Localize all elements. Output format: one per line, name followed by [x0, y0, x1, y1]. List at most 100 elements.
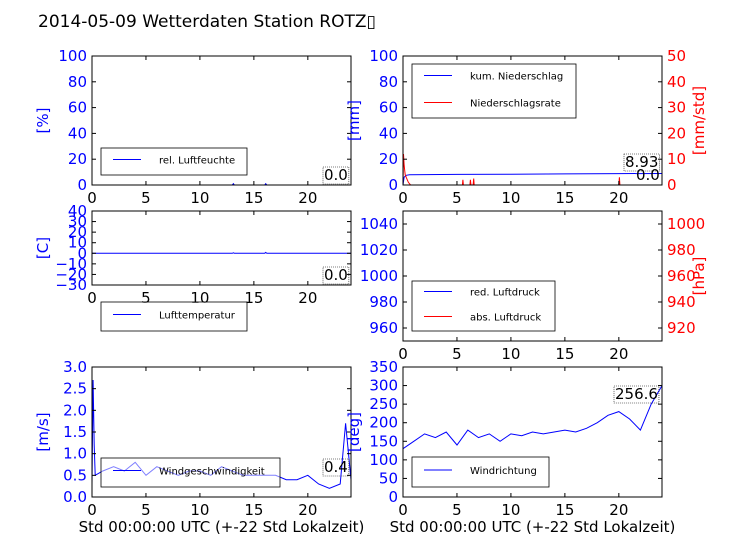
x-tick-label: 20 [298, 189, 317, 207]
y-tick-label: 100 [58, 47, 87, 65]
x-tick-label: 5 [452, 345, 462, 363]
y-right-tick-label: 40 [667, 73, 686, 91]
value-label-box [322, 458, 350, 477]
y-tick-label: 0.0 [63, 488, 87, 506]
series-line-temperature-0 [92, 251, 351, 254]
legend-label: rel. Luftfeuchte [159, 156, 235, 167]
y-tick-label: 1000 [360, 267, 398, 285]
y-axis-label: [C] [34, 237, 52, 259]
x-tick-label: 15 [244, 289, 263, 307]
x-tick-label: 10 [501, 345, 520, 363]
y-axis-label: [mm] [345, 100, 363, 141]
x-tick-label: 5 [141, 501, 151, 519]
x-tick-label: 0 [87, 189, 97, 207]
legend-box [100, 301, 248, 332]
y-tick-label: 2.5 [63, 380, 87, 398]
legend-box [411, 280, 556, 332]
y-tick-label: 40 [68, 124, 87, 142]
value-label-box [623, 153, 660, 172]
y-right-tick-label: 960 [667, 267, 696, 285]
y-tick-label: 3.0 [63, 358, 87, 376]
x-tick-label: 20 [298, 501, 317, 519]
y-right-tick-label: 1000 [667, 215, 705, 233]
y-right-tick-label: 30 [667, 99, 686, 117]
axes-frame [91, 55, 352, 186]
y-right-tick-label: 980 [667, 241, 696, 259]
x-tick-label: 0 [87, 289, 97, 307]
y-tick-label: 0 [388, 176, 398, 194]
value-label-box [322, 166, 350, 185]
series-line-precip-0 [402, 173, 663, 186]
value-label-box [613, 385, 660, 404]
y-right-tick-label: 940 [667, 293, 696, 311]
x-tick-label: 10 [190, 501, 209, 519]
x-tick-label: 15 [244, 189, 263, 207]
panel-windspeed: 0 5 10 15 20 0.0 0.5 1.0 1.5 2.0 2.5 3.0 [m/s] Std 00… [34, 358, 364, 536]
y-tick-label: 60 [379, 99, 398, 117]
y-right-tick-label: 20 [667, 124, 686, 142]
y-axis-label: [deg] [345, 412, 363, 452]
legend-box [100, 457, 281, 488]
y-tick-label: 20 [379, 150, 398, 168]
value-label: 0.0 [324, 266, 348, 284]
x-tick-label: 5 [141, 189, 151, 207]
x-axis-label: Std 00:00:00 UTC (+-22 Std Lokalzeit) [390, 518, 676, 536]
axes-frame [402, 366, 663, 498]
y-tick-label: 30 [68, 213, 87, 231]
y-tick-label: 980 [369, 293, 398, 311]
legend-label: Lufttemperatur [159, 311, 236, 322]
x-tick-label: 15 [555, 501, 574, 519]
x-tick-label: 0 [398, 501, 408, 519]
x-tick-label: 15 [555, 345, 574, 363]
figure-title: 2014-05-09 Wetterdaten Station ROTZ▯ [38, 12, 376, 32]
panel-pressure: 0 5 10 15 20 960 980 1000 1020 1040 920 940 960 980 10… [360, 210, 708, 363]
y-tick-label: 80 [379, 73, 398, 91]
y-tick-label: −30 [55, 276, 87, 294]
legend-label: abs. Luftdruck [470, 313, 541, 324]
x-tick-label: 15 [244, 501, 263, 519]
y-tick-label: 350 [369, 358, 398, 376]
legend-box [411, 63, 577, 119]
y-axis-label: [m/s] [34, 412, 52, 451]
y-tick-label: 960 [369, 319, 398, 337]
y-tick-label: 40 [379, 124, 398, 142]
value-label: 0.0 [324, 166, 348, 184]
y-right-axis-label: [hPa] [690, 257, 708, 296]
y-tick-label: 60 [68, 99, 87, 117]
y-tick-label: 200 [369, 414, 398, 432]
y-right-axis-label: [mm/std] [690, 86, 708, 155]
value-label: 0.4 [324, 458, 348, 476]
y-tick-label: −10 [55, 255, 87, 273]
panel-humidity: 0 5 10 15 20 0 20 40 60 80 100 [%] rel. Luftfeuchte 0… [34, 47, 352, 207]
x-tick-label: 20 [609, 501, 628, 519]
y-tick-label: 40 [68, 202, 87, 220]
value-label: 256.6 [615, 385, 658, 403]
x-tick-label: 0 [398, 189, 408, 207]
y-tick-label: 1.5 [63, 423, 87, 441]
x-tick-label: 5 [141, 289, 151, 307]
y-tick-label: 1020 [360, 241, 398, 259]
x-tick-label: 0 [87, 501, 97, 519]
y-right-tick-label: 920 [667, 319, 696, 337]
axes-frame [91, 210, 352, 286]
y-tick-label: 300 [369, 377, 398, 395]
legend-box [411, 456, 550, 488]
y-tick-label: 0 [77, 176, 87, 194]
legend-label: kum. Niederschlag [470, 72, 563, 83]
y-right-tick-label: 0 [667, 176, 677, 194]
y-right-tick-label: 10 [667, 150, 686, 168]
x-tick-label: 5 [452, 189, 462, 207]
series-line-precip-1 [402, 153, 662, 186]
y-tick-label: 0 [388, 488, 398, 506]
y-tick-label: 10 [68, 234, 87, 252]
y-tick-label: 100 [369, 451, 398, 469]
y-right-tick-label: 50 [667, 47, 686, 65]
y-axis-label: [%] [34, 108, 52, 134]
x-tick-label: 15 [555, 189, 574, 207]
x-axis-label: Std 00:00:00 UTC (+-22 Std Lokalzeit) [79, 518, 365, 536]
y-tick-label: 20 [68, 223, 87, 241]
value-label: 8.93 [625, 153, 658, 171]
axes-frame [402, 55, 663, 186]
